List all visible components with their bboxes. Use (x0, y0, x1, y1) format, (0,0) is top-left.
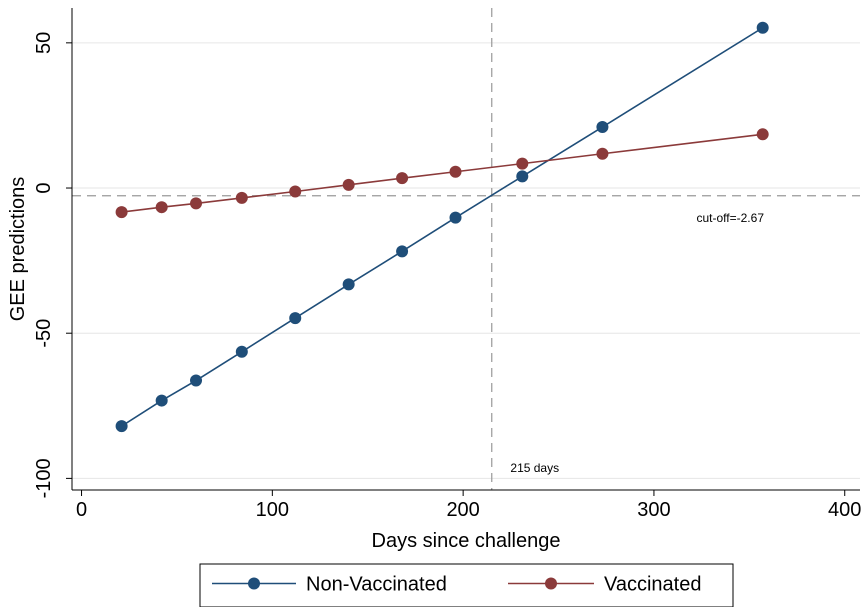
legend-label: Non-Vaccinated (306, 574, 447, 596)
y-axis-title: GEE predictions (7, 177, 29, 322)
data-point (115, 206, 128, 219)
data-point (449, 211, 462, 224)
data-point (155, 394, 168, 407)
y-tick-label: -100 (33, 458, 55, 498)
data-point (449, 165, 462, 178)
data-point (596, 121, 609, 134)
grid (72, 42, 860, 479)
data-point (342, 178, 355, 191)
data-point (115, 420, 128, 433)
data-point (756, 128, 769, 141)
x-axis-title: Days since challenge (372, 530, 561, 552)
x-tick-label: 400 (828, 499, 861, 521)
data-point (396, 245, 409, 258)
y-tick-label: 50 (33, 32, 55, 54)
x-tick-label: 200 (446, 499, 479, 521)
data-point (190, 374, 203, 387)
data-point (235, 345, 248, 358)
data-point (235, 191, 248, 204)
legend-label: Vaccinated (604, 574, 701, 596)
data-point (396, 172, 409, 185)
series-vaccinated (115, 128, 769, 219)
x-tick-label: 300 (637, 499, 670, 521)
data-point (190, 197, 203, 210)
vline-label: 215 days (510, 461, 559, 475)
data-point (756, 21, 769, 34)
series (115, 21, 769, 433)
x-tick-label: 100 (256, 499, 289, 521)
legend-box (199, 563, 734, 608)
reference-lines (72, 8, 860, 490)
data-point (342, 278, 355, 291)
axes: 50 0 -50 -100 0 100 200 300 400 (33, 8, 861, 521)
legend-marker (248, 577, 260, 590)
data-point (516, 157, 529, 170)
y-tick-label: 0 (33, 182, 55, 193)
data-point (289, 312, 302, 325)
data-point (289, 185, 302, 198)
labels: Days since challenge GEE predictions cut… (7, 177, 764, 552)
legend: Non-Vaccinated Vaccinated (199, 563, 734, 608)
data-point (155, 201, 168, 214)
data-point (596, 147, 609, 160)
data-point (516, 170, 529, 183)
cutoff-label: cut-off=-2.67 (697, 211, 765, 225)
x-tick-label: 0 (76, 499, 87, 521)
legend-marker (545, 577, 557, 590)
y-tick-label: -50 (33, 319, 55, 348)
